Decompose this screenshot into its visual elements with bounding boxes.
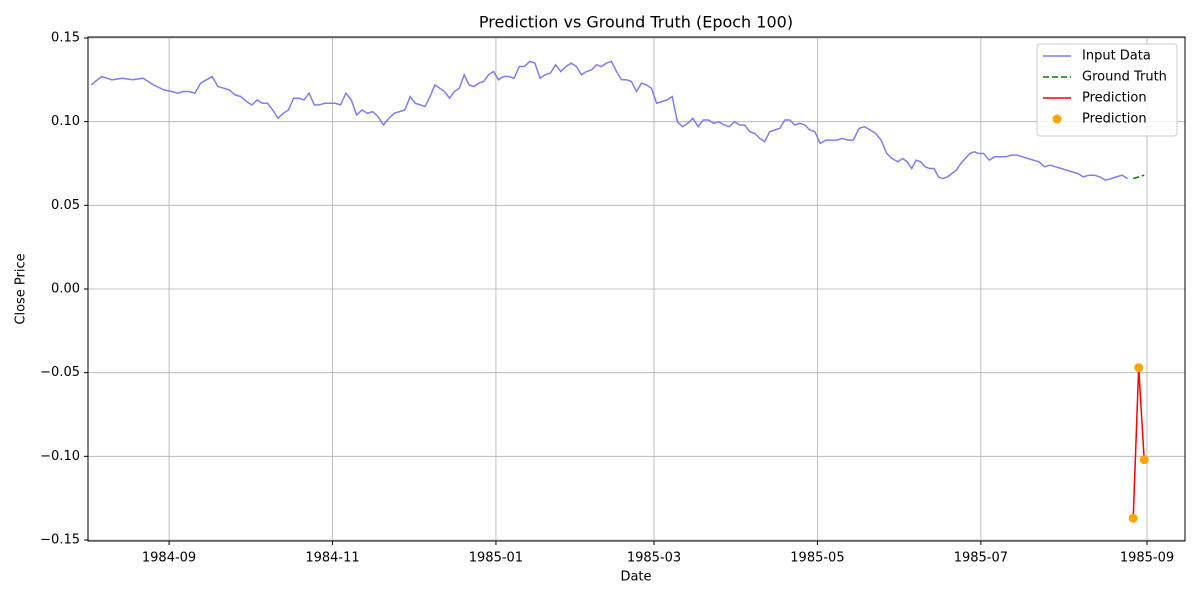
- legend-box: [1036, 43, 1178, 137]
- chart-title: Prediction vs Ground Truth (Epoch 100): [479, 13, 793, 32]
- legend-label: Input Data: [1082, 49, 1151, 64]
- legend-label: Ground Truth: [1082, 70, 1167, 85]
- x-tick-label: 1985-05: [790, 551, 844, 566]
- y-axis-label: Close Price: [14, 253, 29, 324]
- y-tick-label: 0.05: [51, 198, 80, 213]
- series-line: [1132, 174, 1145, 180]
- x-tick-label: 1985-01: [469, 551, 523, 566]
- x-tick-label: 1985-03: [627, 551, 681, 566]
- plot-frame: [87, 36, 1186, 542]
- y-tick-label: −0.05: [40, 365, 80, 380]
- x-axis-label: Date: [620, 570, 651, 585]
- scatter-point: [1134, 363, 1144, 373]
- scatter-point: [1139, 455, 1149, 465]
- y-tick-label: 0.10: [51, 114, 80, 129]
- y-tick-label: 0.15: [51, 31, 80, 46]
- series-line: [90, 60, 1128, 182]
- y-tick-label: −0.10: [40, 449, 80, 464]
- y-tick-label: −0.15: [40, 532, 80, 547]
- scatter-point: [1128, 513, 1138, 523]
- x-tick-label: 1985-07: [954, 551, 1008, 566]
- x-tick-label: 1985-09: [1120, 551, 1174, 566]
- y-tick-label: 0.00: [51, 282, 80, 297]
- legend-symbol: [1052, 114, 1062, 124]
- legend-label: Prediction: [1082, 112, 1147, 127]
- x-tick-label: 1984-11: [305, 551, 359, 566]
- legend-label: Prediction: [1082, 91, 1147, 106]
- series-line: [1132, 367, 1145, 519]
- x-tick-label: 1984-09: [142, 551, 196, 566]
